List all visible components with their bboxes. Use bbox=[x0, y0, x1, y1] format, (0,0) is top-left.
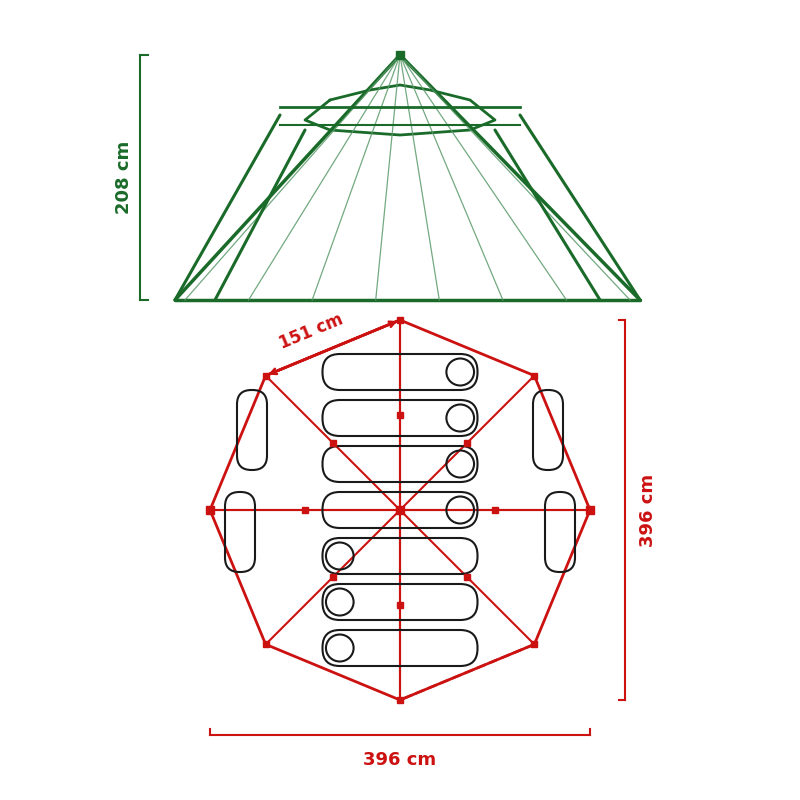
Text: 396 cm: 396 cm bbox=[639, 474, 657, 546]
Text: 151 cm: 151 cm bbox=[276, 310, 346, 353]
Text: 208 cm: 208 cm bbox=[115, 141, 133, 214]
Text: 396 cm: 396 cm bbox=[363, 751, 437, 769]
